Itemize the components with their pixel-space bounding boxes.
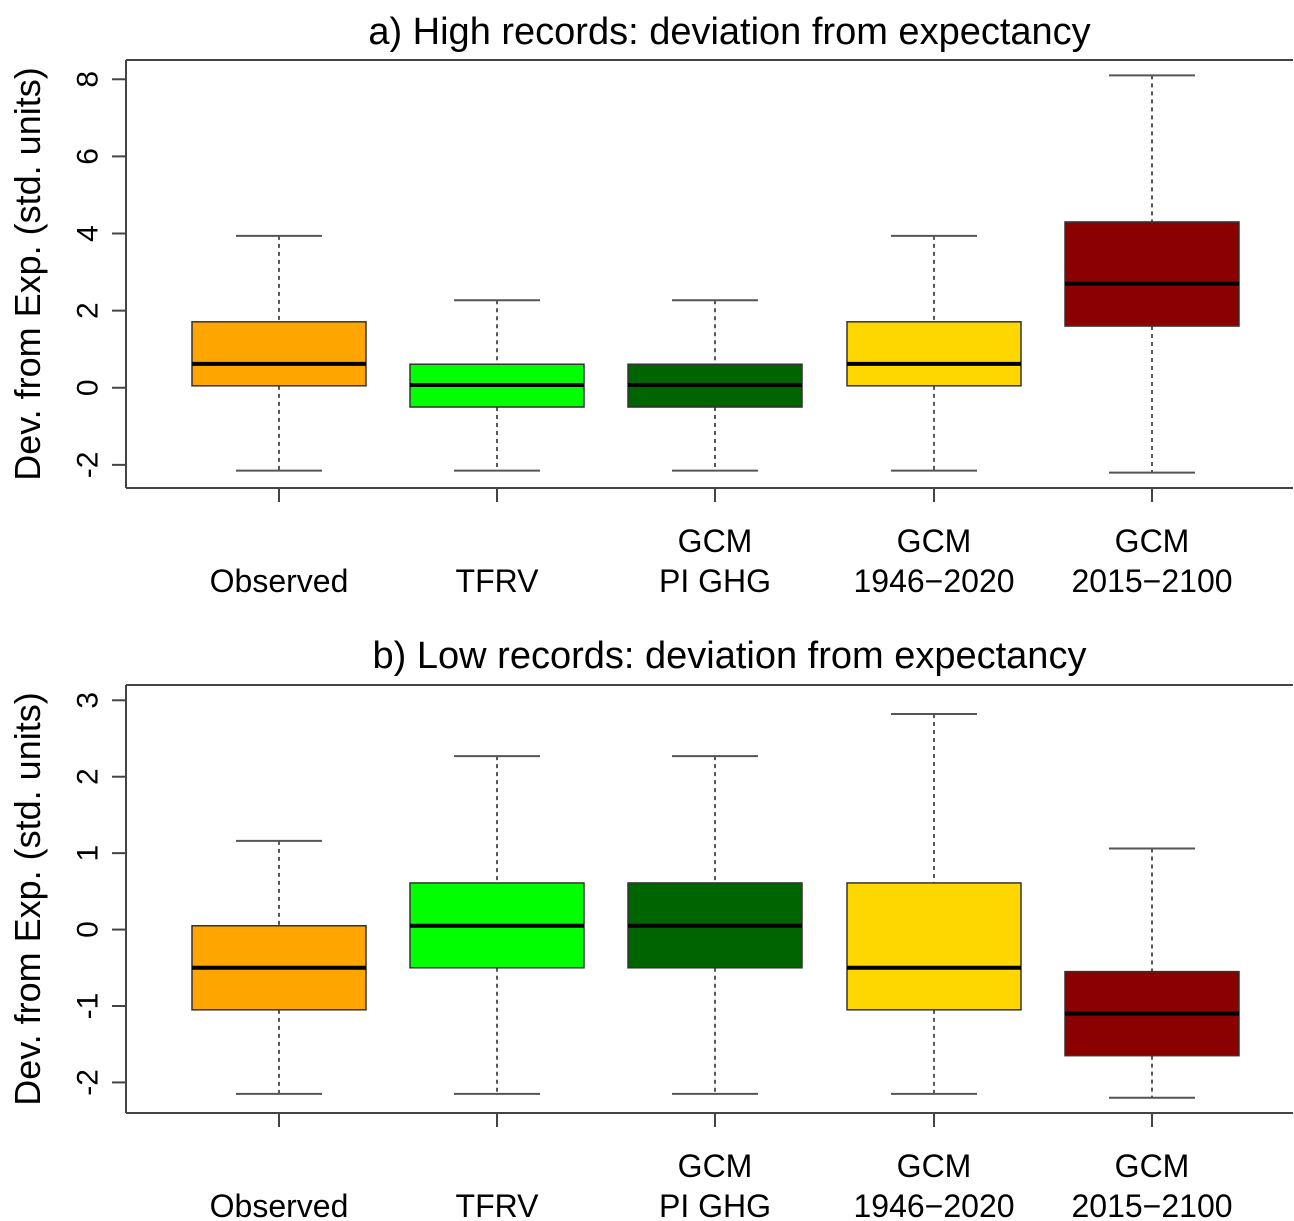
x-tick-label: 1946−2020 bbox=[853, 1188, 1014, 1221]
x-tick-label-line1: GCM bbox=[678, 523, 753, 559]
y-tick-label: 0 bbox=[72, 379, 105, 396]
box bbox=[1064, 221, 1240, 327]
y-axis-label: Dev. from Exp. (std. units) bbox=[7, 67, 48, 480]
y-tick-label: -2 bbox=[72, 1069, 105, 1096]
x-tick-label-line1: GCM bbox=[897, 523, 972, 559]
y-tick-label: 0 bbox=[72, 921, 105, 938]
x-tick-label: PI GHG bbox=[659, 1188, 771, 1221]
y-tick-label: 2 bbox=[72, 302, 105, 319]
x-tick-label: TFRV bbox=[456, 563, 540, 599]
x-tick-label-line1: GCM bbox=[897, 1148, 972, 1184]
chart-title: b) Low records: deviation from expectanc… bbox=[373, 635, 1087, 677]
x-tick-label: 2015−2100 bbox=[1071, 563, 1232, 599]
y-tick-label: 4 bbox=[72, 225, 105, 242]
y-tick-label: -1 bbox=[72, 993, 105, 1020]
box bbox=[191, 321, 367, 387]
x-tick-label: Observed bbox=[210, 1188, 349, 1221]
x-tick-label-line1: GCM bbox=[1115, 1148, 1190, 1184]
x-tick-label: TFRV bbox=[456, 1188, 540, 1221]
y-tick-label: -2 bbox=[72, 452, 105, 479]
chart-title: a) High records: deviation from expectan… bbox=[368, 11, 1090, 53]
y-tick-label: 8 bbox=[72, 71, 105, 88]
panel-b-low-records: b) Low records: deviation from expectanc… bbox=[7, 635, 1293, 1221]
y-axis-label: Dev. from Exp. (std. units) bbox=[7, 692, 48, 1105]
x-tick-label: 2015−2100 bbox=[1071, 1188, 1232, 1221]
panel-a-high-records: a) High records: deviation from expectan… bbox=[7, 11, 1293, 599]
box bbox=[846, 882, 1022, 1011]
x-tick-label: PI GHG bbox=[659, 563, 771, 599]
y-tick-label: 2 bbox=[72, 768, 105, 785]
x-tick-label-line1: GCM bbox=[1115, 523, 1190, 559]
x-tick-label: Observed bbox=[210, 563, 349, 599]
box bbox=[846, 321, 1022, 387]
y-tick-label: 6 bbox=[72, 148, 105, 165]
x-tick-label-line1: GCM bbox=[678, 1148, 753, 1184]
x-tick-label: 1946−2020 bbox=[853, 563, 1014, 599]
y-tick-label: 1 bbox=[72, 845, 105, 862]
y-tick-label: 3 bbox=[72, 692, 105, 709]
